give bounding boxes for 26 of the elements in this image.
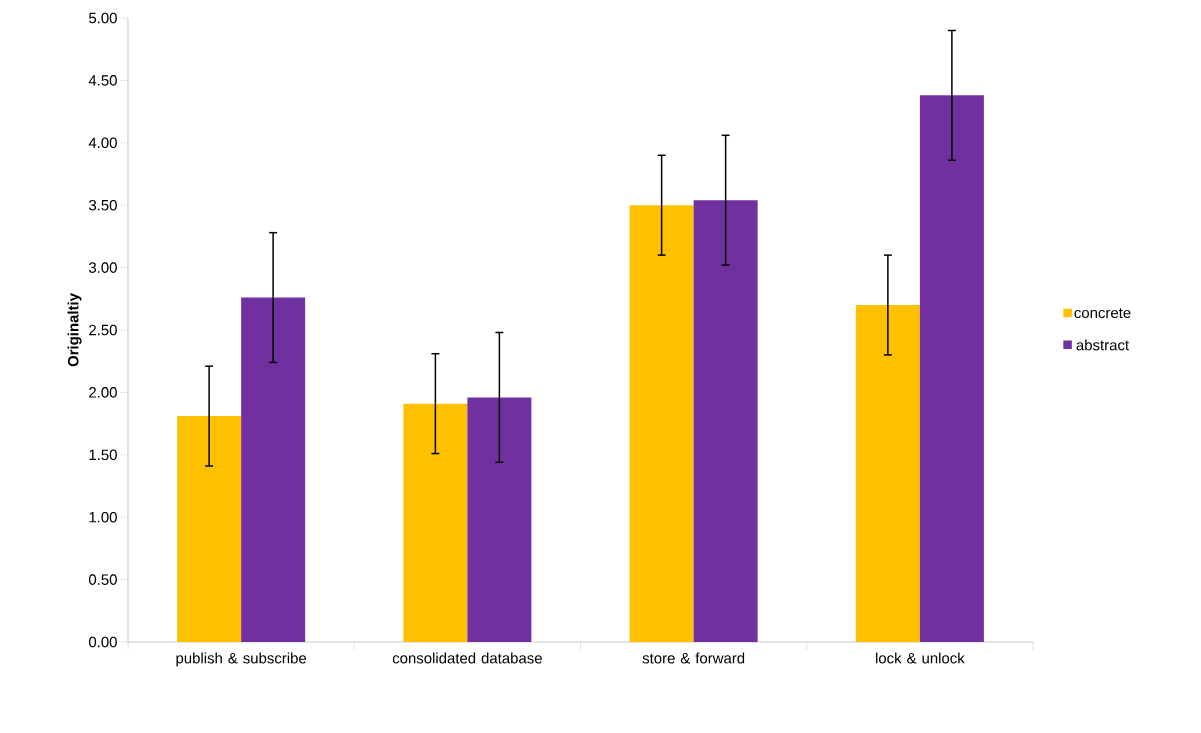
bar [403,403,468,642]
y-tick-label: 5.00 [88,12,117,24]
bar [855,305,920,642]
y-tick-label: 1.00 [89,511,117,523]
x-tick-label: lock & unlock [876,652,965,664]
legend-label: concrete [1074,308,1131,319]
bar [241,297,306,642]
y-tick-label: 2.50 [89,324,117,336]
x-tick-label: publish & subscribe [176,652,307,667]
y-tick-label: 1.50 [89,449,117,461]
bar [919,95,984,642]
y-tick-label: 4.00 [88,137,117,149]
x-tick-label: store & forward [642,652,745,664]
y-axis-title: Originaltiy [67,293,82,367]
y-tick-label: 4.50 [88,75,117,86]
bar [177,416,242,642]
bar [629,205,694,642]
bar [693,200,758,642]
legend-label: abstract [1076,339,1129,351]
y-tick-label: 3.00 [88,262,117,273]
y-tick-label: 0.50 [88,574,117,585]
y-tick-label: 2.00 [89,387,117,398]
y-tick-label: 3.50 [88,199,117,211]
y-tick-label: 0.00 [88,636,117,648]
bar [467,397,532,642]
x-tick-label: consolidated database [392,652,542,664]
